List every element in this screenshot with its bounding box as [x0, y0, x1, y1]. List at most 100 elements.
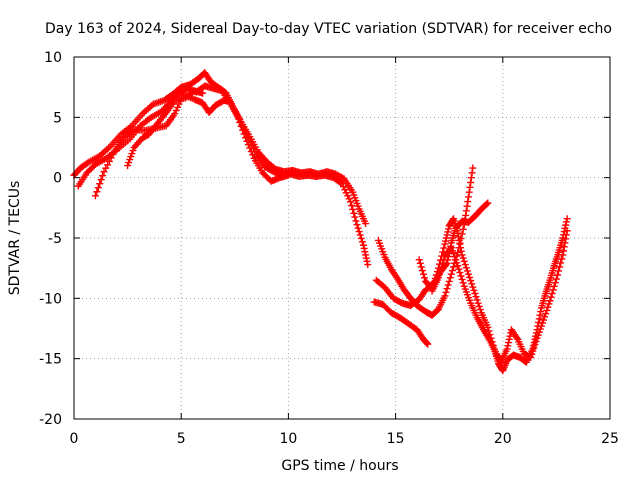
data-point [363, 257, 371, 265]
data-point [284, 171, 292, 179]
data-point [464, 193, 472, 201]
data-point [423, 339, 431, 347]
data-point [99, 172, 107, 180]
data-point [455, 265, 463, 273]
data-point [362, 254, 370, 262]
y-tick-label: -5 [48, 231, 62, 247]
data-point [455, 236, 463, 244]
data-point [357, 234, 365, 242]
data-point [360, 244, 368, 252]
x-tick-label: 15 [387, 431, 405, 447]
data-point [454, 233, 462, 241]
data-point [421, 274, 429, 282]
data-point [91, 192, 99, 200]
data-point [249, 151, 257, 159]
data-point [234, 115, 242, 123]
data-point [532, 337, 540, 345]
data-point [240, 130, 248, 138]
data-point [362, 220, 370, 228]
data-point [364, 261, 372, 269]
data-point [528, 350, 536, 358]
data-point [552, 275, 560, 283]
x-tick-label: 10 [279, 431, 297, 447]
data-point [457, 247, 465, 255]
data-point [541, 313, 549, 321]
data-point [349, 205, 357, 213]
data-point [434, 274, 442, 282]
data-point [540, 316, 548, 324]
data-point [531, 341, 539, 349]
data-point [545, 300, 553, 308]
data-point [467, 174, 475, 182]
data-point [462, 207, 470, 215]
data-point [542, 310, 550, 318]
data-point [350, 209, 358, 217]
data-point [199, 89, 207, 97]
data-point [505, 335, 513, 343]
series-track-4 [124, 87, 207, 170]
data-point [535, 315, 543, 323]
x-tick-label: 5 [177, 431, 186, 447]
data-point [442, 288, 450, 296]
data-point [242, 134, 250, 142]
data-point [355, 228, 363, 236]
data-point [175, 100, 183, 108]
data-point [97, 176, 105, 184]
data-point [463, 202, 471, 210]
data-point [468, 169, 476, 177]
data-point [174, 103, 182, 111]
data-point [446, 274, 454, 282]
data-point [438, 263, 446, 271]
data-point [440, 244, 448, 252]
data-point [437, 267, 445, 275]
series-track-5 [374, 164, 477, 319]
data-point [464, 270, 472, 278]
data-point [561, 239, 569, 247]
data-point [456, 240, 464, 248]
data-point [505, 339, 513, 347]
data-point [416, 259, 424, 267]
chart-title: Day 163 of 2024, Sidereal Day-to-day VTE… [45, 21, 612, 37]
data-point [560, 243, 568, 251]
data-point [237, 122, 245, 130]
data-point [461, 261, 469, 269]
data-point [549, 286, 557, 294]
data-point [353, 221, 361, 229]
data-point [236, 119, 244, 127]
data-point [459, 225, 467, 233]
data-point [550, 282, 558, 290]
data-point [444, 281, 452, 289]
data-point [454, 248, 462, 256]
data-point [562, 235, 570, 243]
series-track-2 [74, 82, 372, 269]
y-tick-label: -15 [39, 352, 62, 368]
data-point [547, 293, 555, 301]
data-point [458, 275, 466, 283]
data-point [465, 188, 473, 196]
data-point [536, 311, 544, 319]
data-point [463, 267, 471, 275]
data-point [559, 251, 567, 259]
data-point [445, 277, 453, 285]
data-point [239, 126, 247, 134]
data-point [504, 342, 512, 350]
data-point [246, 144, 254, 152]
data-point [337, 179, 345, 187]
data-point [417, 263, 425, 271]
data-point [247, 148, 255, 156]
x-tick-label: 25 [601, 431, 619, 447]
data-point [96, 180, 104, 188]
data-point [562, 221, 570, 229]
data-point [467, 277, 475, 285]
data-point [352, 217, 360, 225]
data-point [471, 290, 479, 298]
data-point [233, 111, 241, 119]
data-point [457, 272, 465, 280]
data-point [359, 241, 367, 249]
data-point [563, 227, 571, 235]
data-point [527, 353, 535, 361]
data-point [462, 211, 470, 219]
data-point [557, 259, 565, 267]
data-point [474, 299, 482, 307]
data-point [458, 251, 466, 259]
